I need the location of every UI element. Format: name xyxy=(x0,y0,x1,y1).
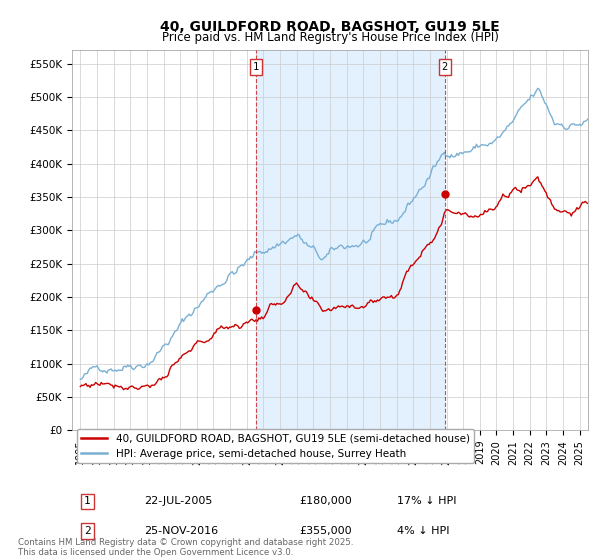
Text: 2: 2 xyxy=(84,526,91,536)
Text: 40, GUILDFORD ROAD, BAGSHOT, GU19 5LE: 40, GUILDFORD ROAD, BAGSHOT, GU19 5LE xyxy=(160,20,500,34)
Text: £355,000: £355,000 xyxy=(299,526,352,536)
Text: 17% ↓ HPI: 17% ↓ HPI xyxy=(397,496,457,506)
Text: Price paid vs. HM Land Registry's House Price Index (HPI): Price paid vs. HM Land Registry's House … xyxy=(161,31,499,44)
Legend: 40, GUILDFORD ROAD, BAGSHOT, GU19 5LE (semi-detached house), HPI: Average price,: 40, GUILDFORD ROAD, BAGSHOT, GU19 5LE (s… xyxy=(77,430,474,463)
Text: £180,000: £180,000 xyxy=(299,496,352,506)
Text: 22-JUL-2005: 22-JUL-2005 xyxy=(144,496,212,506)
Bar xyxy=(256,50,445,430)
Text: 25-NOV-2016: 25-NOV-2016 xyxy=(144,526,218,536)
Text: 4% ↓ HPI: 4% ↓ HPI xyxy=(397,526,449,536)
Text: Contains HM Land Registry data © Crown copyright and database right 2025.
This d: Contains HM Land Registry data © Crown c… xyxy=(18,538,353,557)
Text: 2: 2 xyxy=(442,62,448,72)
Text: 1: 1 xyxy=(84,496,91,506)
Text: 1: 1 xyxy=(253,62,259,72)
